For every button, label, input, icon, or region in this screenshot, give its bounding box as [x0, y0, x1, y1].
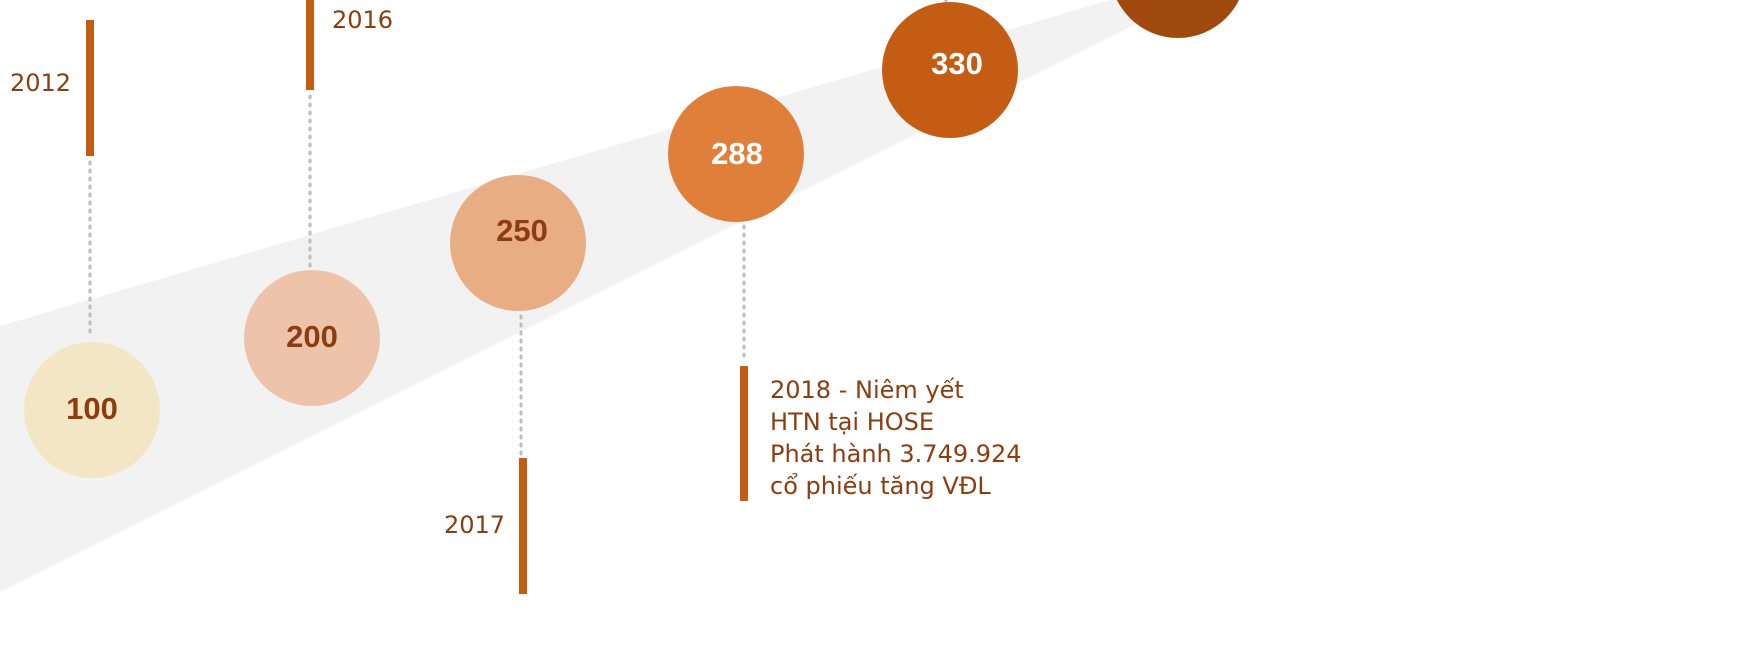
year-label: 2017 [444, 511, 505, 539]
node-circle [24, 342, 160, 478]
node-circle [668, 86, 804, 222]
event-line: cổ phiếu tăng VĐL [770, 472, 991, 500]
node-circle [882, 2, 1018, 138]
year-bar [86, 20, 94, 156]
node-circle [244, 270, 380, 406]
node-value: 330 [931, 46, 983, 81]
node-value: 100 [66, 391, 118, 426]
year-bar [519, 458, 527, 594]
node-value: 200 [286, 319, 338, 354]
node-circle [450, 175, 586, 311]
year-label: 2012 [10, 69, 71, 97]
year-bar [740, 366, 748, 501]
event-line: 2018 - Niêm yết [770, 376, 964, 404]
node-value: 288 [711, 136, 763, 171]
event-line: HTN tại HOSE [770, 408, 934, 436]
node-circle [1116, 0, 1240, 38]
event-line: Phát hành 3.749.924 [770, 440, 1022, 468]
year-label: 2016 [332, 6, 393, 34]
band [0, 0, 1184, 592]
node-value: 250 [496, 213, 548, 248]
year-bar [306, 0, 314, 90]
